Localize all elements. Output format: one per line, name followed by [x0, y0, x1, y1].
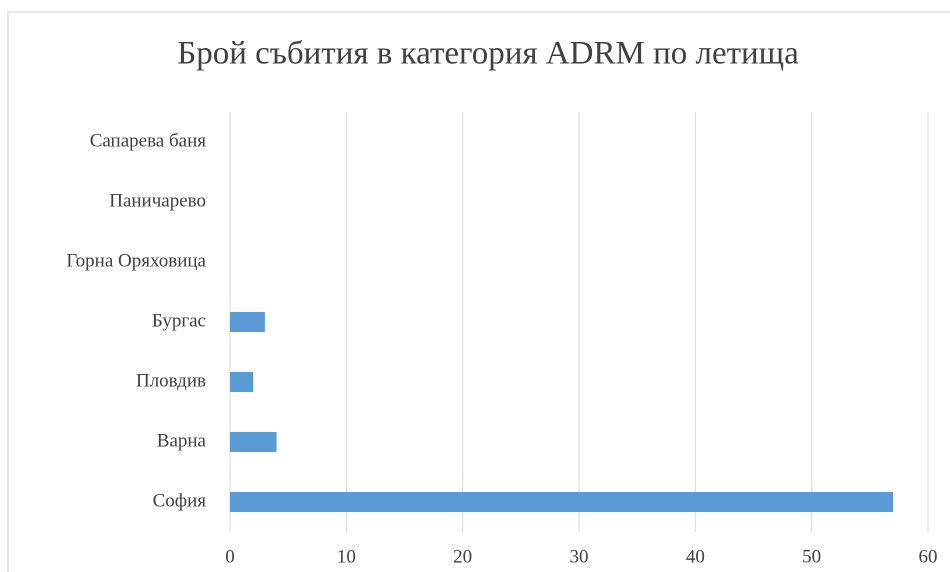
y-tick-label: Сапарева баня	[90, 130, 207, 151]
y-tick-label: Варна	[157, 430, 207, 451]
x-tick-label: 40	[686, 546, 705, 567]
x-tick-label: 0	[225, 546, 235, 567]
chart-border	[7, 11, 950, 572]
x-tick-label: 20	[453, 546, 472, 567]
y-tick-label: Паничарево	[109, 190, 206, 211]
bar	[230, 312, 265, 332]
bar	[230, 492, 894, 512]
x-tick-label: 50	[802, 546, 821, 567]
chart-title: Брой събития в категория ADRM по летища	[177, 36, 799, 72]
y-tick-label: Пловдив	[136, 370, 206, 391]
y-tick-label: Горна Оряховица	[66, 250, 206, 271]
bar	[230, 372, 254, 392]
x-tick-label: 60	[919, 546, 938, 567]
y-tick-label: София	[153, 490, 207, 511]
x-tick-label: 30	[570, 546, 589, 567]
x-tick-label: 10	[337, 546, 356, 567]
bar	[230, 432, 277, 452]
y-tick-label: Бургас	[152, 310, 206, 331]
